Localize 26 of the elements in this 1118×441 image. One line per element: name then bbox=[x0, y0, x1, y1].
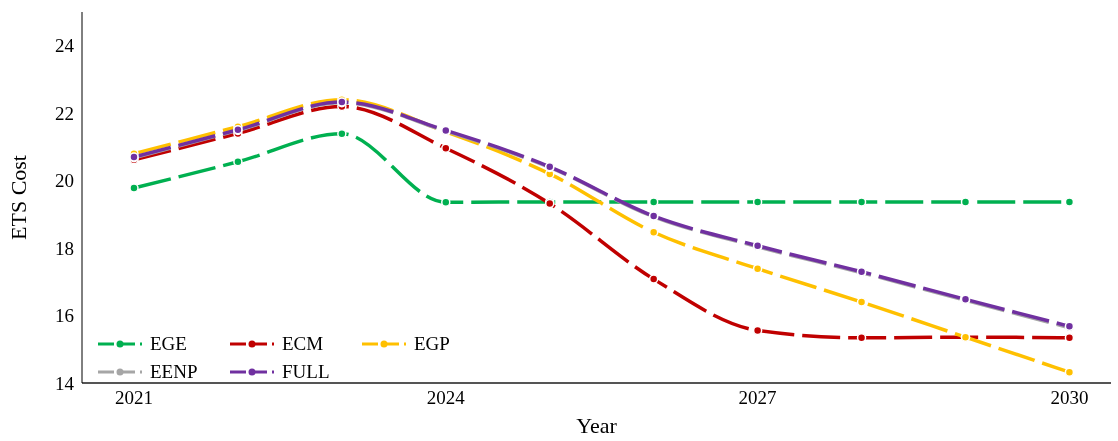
y-axis-title: ETS Cost bbox=[5, 155, 31, 240]
y-tick-label: 24 bbox=[55, 35, 75, 57]
legend-label: EGP bbox=[414, 333, 450, 355]
point bbox=[648, 227, 659, 237]
legend-label: EGE bbox=[150, 333, 187, 355]
point bbox=[441, 143, 451, 154]
y-tick-label: 14 bbox=[55, 372, 75, 394]
point bbox=[856, 197, 867, 207]
y-tick-label: 18 bbox=[55, 237, 74, 259]
x-axis-title: Year bbox=[576, 413, 618, 438]
y-tick-label: 16 bbox=[55, 305, 74, 327]
point bbox=[960, 197, 971, 207]
legend-label: EENP bbox=[150, 361, 198, 383]
x-tick-label: 2027 bbox=[738, 387, 777, 409]
y-tick-label: 22 bbox=[55, 102, 74, 124]
point bbox=[233, 157, 243, 167]
point bbox=[129, 183, 139, 193]
x-tick-label: 2030 bbox=[1050, 387, 1089, 409]
legend-label: FULL bbox=[282, 361, 330, 383]
x-tick-label: 2024 bbox=[426, 387, 466, 409]
y-tick-label: 20 bbox=[55, 170, 74, 192]
x-tick-label: 2021 bbox=[114, 387, 153, 409]
legend-label: ECM bbox=[282, 333, 324, 355]
point bbox=[337, 129, 347, 139]
point bbox=[752, 197, 763, 207]
point bbox=[648, 274, 659, 284]
